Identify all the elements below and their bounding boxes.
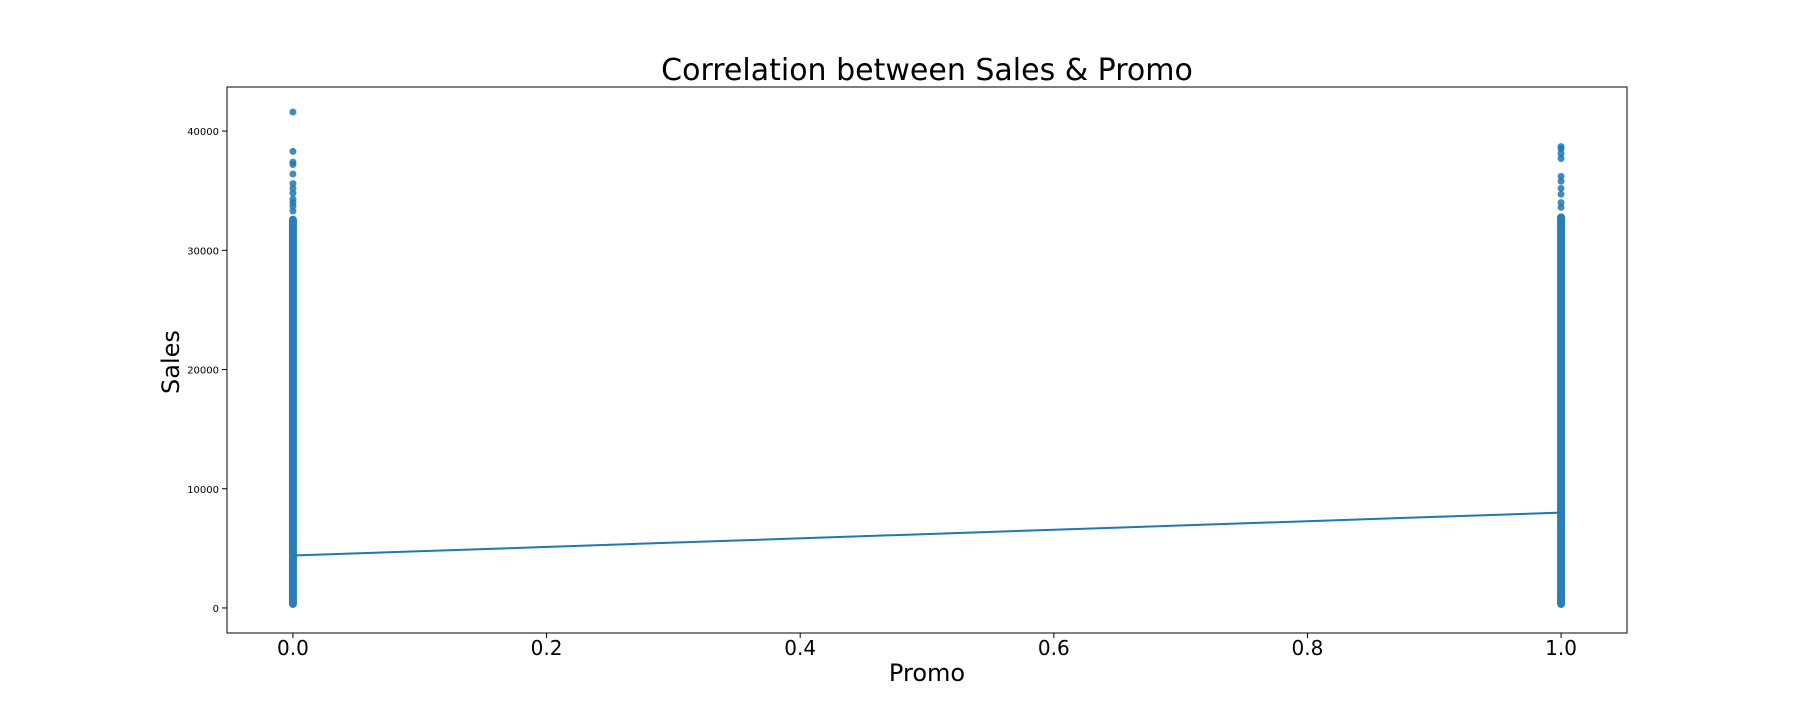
x-tick-label: 1.0 [1545, 636, 1577, 660]
y-axis-label: Sales [157, 330, 185, 394]
scatter-point [289, 195, 297, 203]
scatter-point [289, 108, 297, 116]
regression-line [292, 511, 1562, 557]
plot-frame [226, 86, 1628, 634]
scatter-point-column [1557, 213, 1566, 608]
scatter-point-column [288, 215, 297, 608]
scatter-point [289, 158, 297, 166]
x-tick-label: 0.6 [1038, 636, 1070, 660]
scatter-point [1557, 184, 1565, 192]
y-tick-label: 20000 [187, 366, 219, 377]
x-tick-label: 0.0 [277, 636, 309, 660]
x-axis-label: Promo [889, 659, 965, 687]
y-tick-label: 30000 [187, 246, 219, 257]
scatter-point [1557, 143, 1565, 151]
x-axis: 0.0 0.2 0.4 0.6 0.8 1.0 [277, 633, 1577, 660]
scatter-point [1557, 199, 1565, 207]
plot-layer [288, 108, 1566, 608]
chart-title: Correlation between Sales & Promo [661, 53, 1193, 88]
x-tick-label: 0.2 [531, 636, 563, 660]
scatter-point [1557, 172, 1565, 180]
y-axis: 0 10000 20000 30000 40000 [187, 127, 227, 615]
x-tick-label: 0.4 [784, 636, 816, 660]
scatter-point [289, 170, 297, 178]
scatter-point [289, 147, 297, 155]
scatter-point [289, 180, 297, 188]
x-tick-label: 0.8 [1292, 636, 1324, 660]
y-tick-label: 0 [213, 604, 219, 615]
y-tick-label: 10000 [187, 485, 219, 496]
scatter-point [1557, 190, 1565, 198]
y-tick-label: 40000 [187, 127, 219, 138]
